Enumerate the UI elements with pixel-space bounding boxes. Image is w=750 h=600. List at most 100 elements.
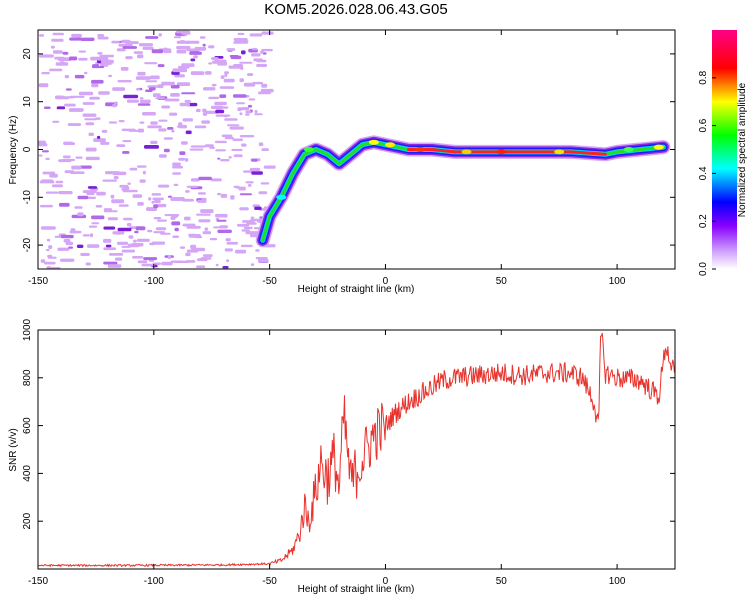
noise-speck [153,217,162,220]
noise-speck [91,222,100,225]
noise-speck [148,197,152,201]
noise-speck [91,83,99,88]
noise-speck [88,132,94,136]
noise-speck [41,179,54,183]
noise-speck [176,40,191,44]
noise-speck [229,126,244,130]
noise-speck [170,197,185,201]
noise-speck [115,257,123,261]
noise-speck [137,54,144,59]
noise-speck [97,36,109,40]
noise-speck [155,268,160,269]
noise-speck [105,244,112,248]
noise-speck [145,89,153,92]
noise-speck [150,140,158,144]
noise-speck [116,144,126,147]
noise-speck [248,104,253,108]
noise-speck [46,238,51,242]
noise-speck [137,71,146,76]
noise-speck [181,92,196,95]
noise-speck [246,222,257,225]
noise-speck [249,33,263,37]
noise-speck [239,135,255,138]
noise-speck [155,97,165,100]
noise-speck [173,183,179,187]
noise-speck [239,193,252,196]
y-tick-label: 10 [22,96,33,108]
noise-speck [98,91,110,95]
noise-speck [39,34,45,37]
noise-speck [217,192,221,196]
noise-speck [62,51,69,55]
noise-speck [188,233,197,237]
noise-speck [202,254,213,257]
trace-hotspot [623,147,634,152]
noise-speck [100,141,110,145]
noise-speck [220,159,230,162]
noise-speck [113,101,118,104]
noise-speck [241,143,247,147]
noise-speck [97,34,105,37]
noise-speck [122,189,138,193]
noise-speck [127,243,140,248]
noise-speck [150,121,158,125]
noise-speck [255,249,260,252]
noise-speck [158,33,162,37]
noise-speck [202,231,212,235]
noise-speck [176,45,191,50]
noise-speck [240,66,244,70]
noise-speck [235,185,240,189]
noise-speck [63,141,74,145]
noise-speck [74,74,85,79]
noise-speck [205,71,212,75]
noise-speck [225,238,231,242]
noise-speck [112,171,127,176]
noise-speck [194,125,207,129]
noise-speck [233,64,244,67]
noise-speck [122,46,137,49]
noise-speck [170,93,180,97]
noise-speck [224,73,228,77]
noise-speck [40,226,56,230]
noise-speck [239,78,244,83]
noise-speck [137,128,144,133]
spectrogram-x-axis: -150 -100 -50 0 50 100 [28,30,626,287]
snr-x-label: Height of straight line (km) [298,584,415,595]
noise-speck [215,213,228,218]
noise-speck [112,231,125,235]
noise-speck [178,157,186,161]
noise-speck [154,199,161,204]
noise-speck [45,249,50,252]
noise-speck [198,192,206,195]
noise-speck [65,88,72,91]
noise-speck [179,102,190,107]
noise-speck [85,147,97,152]
noise-speck [204,144,214,148]
noise-speck [215,149,226,152]
noise-speck [167,195,172,198]
trace-core [407,148,607,156]
snr-y-label: SNR (v/v) [8,428,19,471]
noise-speck [181,141,188,145]
noise-speck [157,84,164,89]
noise-speck [101,129,108,133]
noise-speck [59,202,70,207]
noise-speck [84,71,88,75]
colorbar-label: Normalized spectral amplitude [737,82,748,217]
noise-speck [137,260,148,264]
colorbar-tick-label: 0.8 [698,70,709,84]
y-tick-label: 0 [22,146,33,152]
noise-speck [238,186,246,191]
noise-speck [164,214,180,217]
noise-speck [252,48,258,51]
noise-speck [249,167,261,172]
noise-speck [63,155,71,159]
noise-speck [198,219,211,223]
noise-speck [179,151,186,155]
noise-speck [116,241,129,245]
noise-speck [68,246,74,249]
noise-speck [261,31,274,35]
noise-speck [103,247,116,251]
noise-speck [103,261,118,265]
noise-speck [186,185,198,188]
